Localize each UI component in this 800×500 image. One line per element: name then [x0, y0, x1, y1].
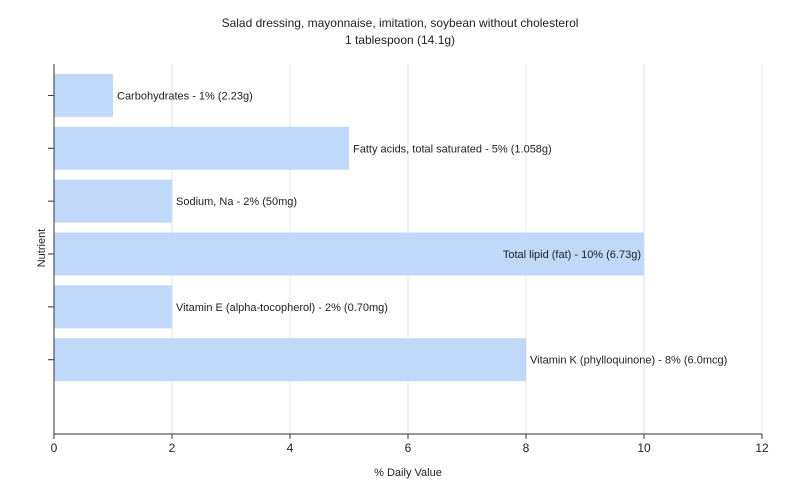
axes: 0 2 4 6 8 10 12 — [48, 64, 769, 455]
bar-label: Vitamin E (alpha-tocopherol) - 2% (0.70m… — [176, 302, 388, 314]
bar — [54, 179, 172, 223]
x-tick-label: 12 — [755, 441, 769, 455]
x-tick-label: 2 — [169, 441, 176, 455]
x-tick-label: 4 — [287, 441, 294, 455]
bar — [54, 126, 349, 170]
bar — [54, 73, 113, 117]
bar-label: Total lipid (fat) - 10% (6.73g) — [503, 249, 641, 261]
bar-label: Sodium, Na - 2% (50mg) — [176, 196, 297, 208]
chart-subtitle: 1 tablespoon (14.1g) — [345, 33, 455, 47]
bar-label: Vitamin K (phylloquinone) - 8% (6.0mcg) — [530, 355, 727, 367]
x-tick-label: 6 — [405, 441, 412, 455]
bars: Carbohydrates - 1% (2.23g) Fatty acids, t… — [54, 73, 727, 382]
x-tick-label: 8 — [523, 441, 530, 455]
x-axis-label: % Daily Value — [374, 467, 442, 479]
x-tick-label: 0 — [51, 441, 58, 455]
bar — [54, 232, 644, 276]
chart-title: Salad dressing, mayonnaise, imitation, s… — [222, 16, 579, 30]
bar — [54, 285, 172, 329]
y-axis-label: Nutrient — [36, 229, 48, 268]
bar — [54, 338, 526, 382]
bar-label: Carbohydrates - 1% (2.23g) — [117, 90, 253, 102]
bar-label: Fatty acids, total saturated - 5% (1.058… — [353, 143, 552, 155]
x-tick-label: 10 — [637, 441, 651, 455]
